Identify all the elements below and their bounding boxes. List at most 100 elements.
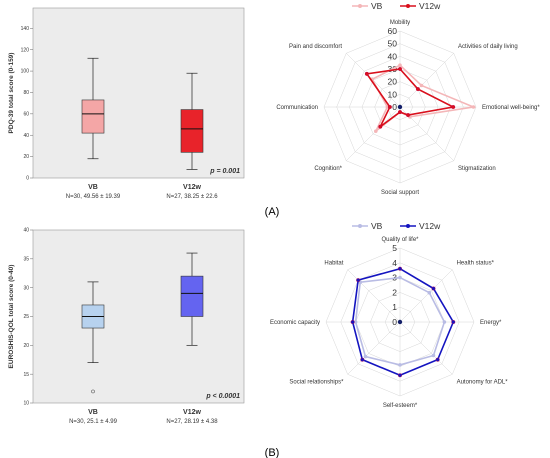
radial-tick-label: 5: [392, 243, 397, 253]
radial-tick-label: 1: [392, 302, 397, 312]
y-tick-label: 60: [23, 111, 29, 117]
y-tick-label: 10: [23, 401, 29, 407]
series-point: [427, 290, 432, 295]
y-tick-label: 40: [23, 228, 29, 234]
series-point: [398, 363, 402, 367]
axis-label: Economic capacity: [270, 320, 320, 326]
box-v12w: [180, 275, 204, 317]
axis-label: Health status*: [457, 260, 495, 266]
axis-label: Stigmatization: [458, 166, 496, 172]
legend-swatch-marker: [406, 224, 410, 228]
series-point: [431, 286, 436, 291]
radial-tick-label: 60: [388, 26, 398, 36]
radial-tick-label: 0: [392, 102, 397, 112]
series-point: [431, 353, 436, 358]
boxplot-euroshis: 10 15 20 25 30 35 40 EUROSHIS-QOL total score (…: [8, 228, 245, 425]
axis-label: Quality of life*: [381, 237, 419, 243]
radar-spoke: [399, 321, 453, 375]
series-point: [419, 83, 424, 88]
series-point: [451, 104, 456, 109]
axis-label: Mobility: [390, 20, 410, 26]
axis-label: Activities of daily living: [458, 44, 518, 50]
radial-tick-label: 50: [388, 39, 398, 49]
series-point: [364, 71, 369, 76]
series-point: [374, 129, 378, 133]
y-tick-label: 35: [23, 256, 29, 262]
series-point: [350, 320, 355, 325]
axis-label: Habitat: [324, 260, 343, 266]
group-label: VB: [88, 184, 98, 191]
radar-spoke: [399, 269, 453, 323]
group-stats: N=30, 25.1 ± 4.99: [69, 419, 117, 425]
series-point: [451, 320, 456, 325]
y-tick-label: 25: [23, 314, 29, 320]
legend-swatch-marker: [406, 4, 410, 8]
series-point: [353, 320, 358, 324]
radar-spoke: [347, 269, 401, 323]
series-point: [415, 87, 420, 92]
series-point: [398, 275, 402, 280]
group-stats: N=30, 49.56 ± 19.39: [66, 194, 121, 200]
center-point: [397, 104, 403, 110]
y-tick-label: 120: [21, 47, 30, 53]
series-point: [378, 124, 383, 129]
y-tick-label: 80: [23, 90, 29, 96]
series-point: [398, 63, 402, 67]
series-point: [442, 320, 447, 324]
outlier-point: [91, 389, 95, 394]
axis-label: Pain and discomfort: [289, 44, 342, 50]
axis-label: Self-esteem*: [383, 403, 418, 409]
axis-label: Communication: [276, 105, 318, 111]
series-point: [387, 104, 392, 109]
radar-spoke: [346, 106, 401, 161]
series-point: [363, 354, 368, 359]
y-tick-label: 0: [26, 176, 29, 182]
legend-item: V12w: [419, 1, 441, 11]
axis-label: Cognition*: [314, 166, 342, 172]
y-tick-label: 40: [23, 133, 29, 139]
legend-swatch-marker: [358, 224, 362, 228]
axis-label: Emotional well-being*: [482, 105, 540, 111]
radar-spoke: [347, 321, 401, 375]
y-tick-label: 20: [23, 154, 29, 160]
y-tick-label: 15: [23, 372, 29, 378]
plot-area: [32, 229, 245, 404]
radial-tick-label: 20: [388, 77, 398, 87]
group-label: VB: [88, 409, 98, 416]
box-vb: [81, 99, 105, 134]
y-axis-label: PDQ-39 total score (0-159): [8, 53, 15, 134]
radial-tick-label: 4: [392, 258, 397, 268]
group-label: V12w: [183, 409, 201, 416]
box-v12w: [180, 109, 204, 153]
p-value: p = 0.001: [209, 168, 240, 175]
panel-label-b: (B): [265, 447, 280, 458]
series-point: [398, 66, 403, 71]
panel-label-a: (A): [265, 206, 280, 218]
series-point: [471, 105, 476, 109]
y-tick-label: 20: [23, 343, 29, 349]
group-label: V12w: [183, 184, 201, 191]
center-point: [397, 319, 403, 325]
p-value: p < 0.0001: [205, 393, 240, 400]
axis-label: Social relationships*: [289, 380, 344, 386]
boxplot-pdq39: 0 20 40 60 80 100 120 140 PDQ-39 total score (0-…: [8, 7, 245, 200]
axis-label: Autonomy for ADL*: [457, 380, 509, 386]
series-point: [398, 266, 403, 271]
axis-label: Social support: [381, 190, 419, 196]
series-point: [398, 373, 403, 378]
series-point: [435, 357, 440, 362]
y-axis-label: EUROSHIS-QOL total score (0-40): [8, 265, 15, 369]
radial-tick-label: 10: [388, 89, 398, 99]
plot-area: [32, 7, 245, 179]
y-tick-label: 140: [21, 26, 30, 32]
radar-spoke: [399, 53, 454, 108]
y-tick-label: 30: [23, 285, 29, 291]
radial-tick-label: 0: [392, 317, 397, 327]
legend-swatch-marker: [358, 4, 362, 8]
series-point: [356, 278, 361, 283]
legend-item: VB: [371, 1, 383, 11]
y-tick-label: 100: [21, 69, 30, 75]
